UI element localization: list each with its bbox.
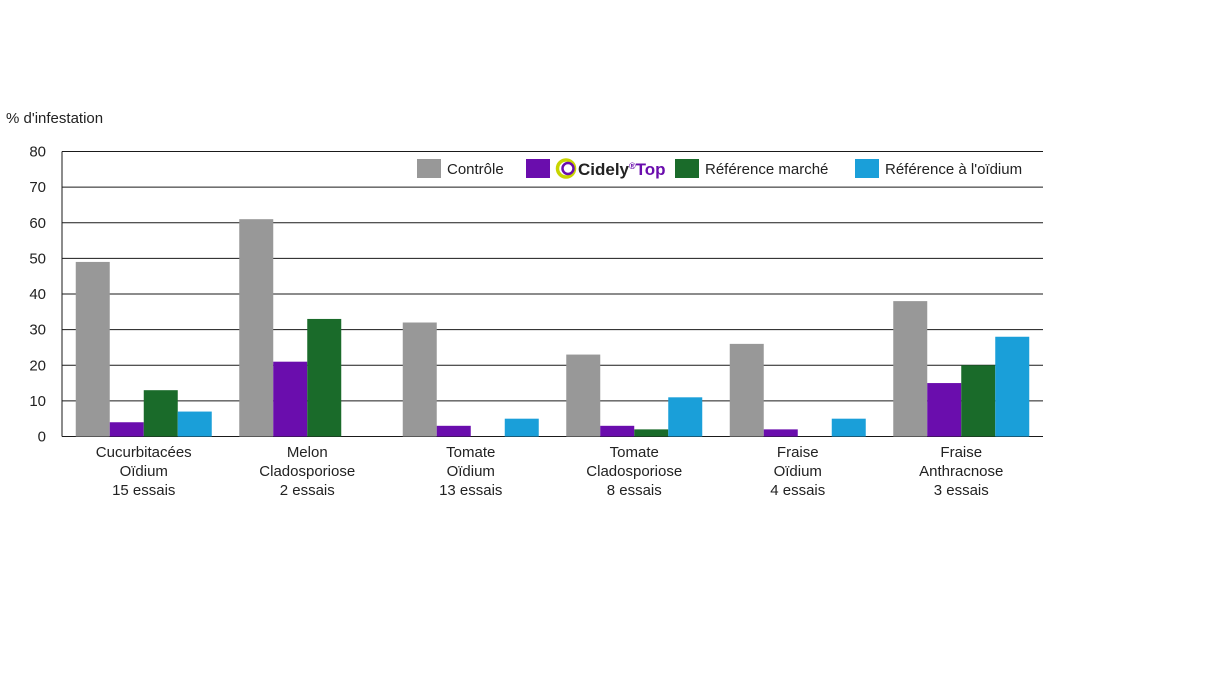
bar (402, 322, 437, 437)
x-category-label: Tomate (446, 444, 495, 461)
bar (239, 219, 274, 437)
bar (961, 365, 996, 437)
x-category-label: Fraise (940, 444, 982, 461)
bar (893, 301, 928, 437)
bar (566, 354, 601, 437)
bar (273, 361, 308, 437)
x-category-label: Cucurbitacées (96, 444, 192, 461)
y-axis-ticks: 0 10 20 30 40 50 60 70 80 (29, 144, 46, 446)
x-category-label: Cladosporiose (586, 463, 682, 480)
bar (927, 383, 962, 437)
bar (177, 411, 212, 437)
x-axis-labels: Cucurbitacées Oïdium 15 essais Melon Cladosp… (96, 444, 1004, 499)
y-tick-label: 70 (29, 179, 46, 196)
x-category-label: Oïdium (120, 463, 168, 480)
bar (143, 390, 178, 437)
x-category-label: Tomate (610, 444, 659, 461)
y-tick-label: 20 (29, 357, 46, 374)
bar (600, 425, 635, 437)
x-category-label: 4 essais (770, 482, 825, 499)
x-category-label: 2 essais (280, 482, 335, 499)
x-category-label: 3 essais (934, 482, 989, 499)
bar (763, 429, 798, 437)
bar (504, 418, 539, 437)
legend-swatch (675, 159, 699, 178)
bar (995, 336, 1030, 437)
bar (729, 343, 764, 437)
bar (436, 425, 471, 437)
bar (634, 429, 669, 437)
legend-label: Référence marché (705, 161, 828, 178)
x-category-label: 15 essais (112, 482, 175, 499)
x-category-label: 8 essais (607, 482, 662, 499)
legend-swatch (417, 159, 441, 178)
y-tick-label: 40 (29, 286, 46, 303)
x-category-label: Cladosporiose (259, 463, 355, 480)
bar (307, 318, 342, 437)
legend-swatch (855, 159, 879, 178)
brand-logo-ring-inner (561, 161, 575, 176)
x-category-label: 13 essais (439, 482, 502, 499)
grid-lines (61, 151, 1043, 437)
x-category-label: Oïdium (774, 463, 822, 480)
x-category-label: Oïdium (447, 463, 495, 480)
legend: Contrôle Cidely®Top Référence marché Référe… (417, 158, 1022, 179)
bar (109, 422, 144, 437)
y-tick-label: 50 (29, 250, 46, 267)
legend-label: Référence à l'oïdium (885, 161, 1022, 178)
legend-swatch (526, 159, 550, 178)
x-category-label: Anthracnose (919, 463, 1003, 480)
x-category-label: Fraise (777, 444, 819, 461)
y-tick-label: 0 (38, 429, 46, 446)
y-tick-label: 10 (29, 393, 46, 410)
legend-label: Contrôle (447, 161, 504, 178)
bar (668, 397, 703, 437)
y-tick-label: 60 (29, 215, 46, 232)
bar (831, 418, 866, 437)
y-tick-label: 30 (29, 322, 46, 339)
legend-brand-label: Cidely®Top (578, 160, 666, 179)
bars (75, 219, 1030, 437)
x-category-label: Melon (287, 444, 328, 461)
bar (75, 261, 110, 437)
y-tick-label: 80 (29, 144, 46, 161)
y-axis-label: % d'infestation (6, 110, 103, 127)
